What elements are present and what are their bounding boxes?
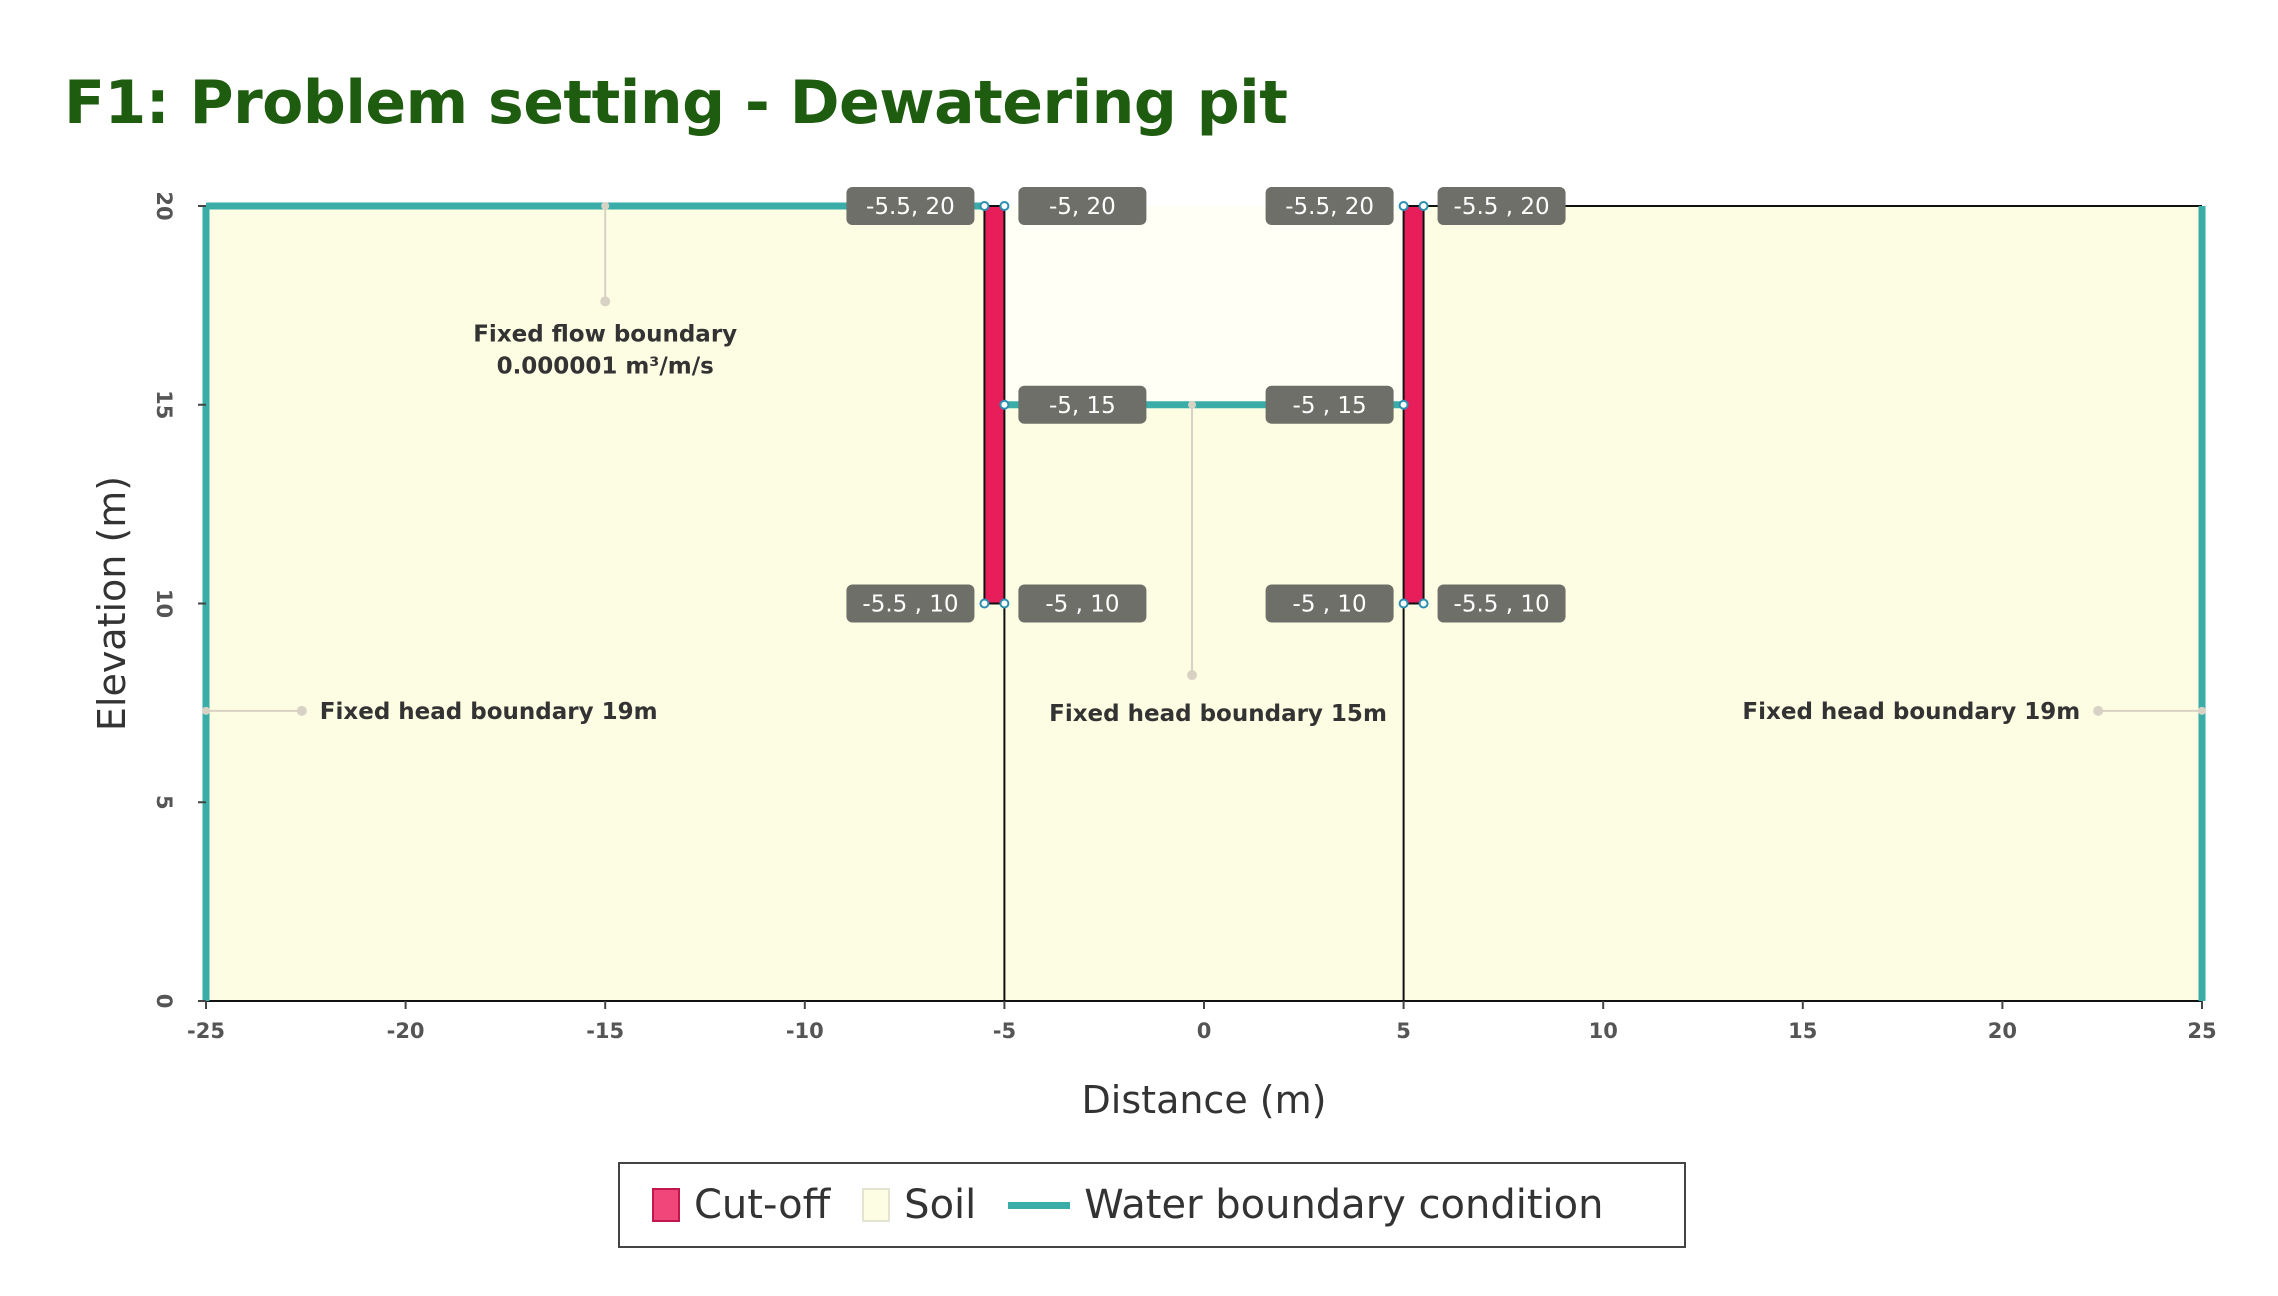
legend-item-soil: Soil xyxy=(862,1182,976,1228)
legend-label-water: Water boundary condition xyxy=(1084,1182,1604,1228)
legend-item-cutoff: Cut-off xyxy=(652,1182,830,1228)
coordinate-labels: -5.5, 20 -5, 20 -5, 15 -5.5 , 10 -5 , 10 -5.5… xyxy=(846,187,1566,623)
annotation-anchor-3 xyxy=(2198,706,2206,715)
coordinate-label-box-0 xyxy=(846,187,975,225)
coordinate-label-2: -5, 15 xyxy=(1049,393,1116,419)
annotation-dot-1 xyxy=(296,705,307,716)
coordinate-label-box-2 xyxy=(1018,385,1147,424)
x-tick-label-0: 0 xyxy=(1197,1019,1212,1043)
cutoffs xyxy=(983,205,1425,605)
annotation-anchor-2 xyxy=(1188,400,1197,409)
annotation-text-3-0: Fixed head boundary 19m xyxy=(1742,699,2080,725)
annotation-text-0-0: Fixed flow boundary xyxy=(473,321,737,347)
annotation-dot-3 xyxy=(2093,705,2104,716)
x-tick-label--5: -5 xyxy=(993,1019,1016,1043)
legend-swatch-cutoff xyxy=(652,1188,680,1222)
x-tick-label--20: -20 xyxy=(387,1019,425,1043)
annotation-text-2-0: Fixed head boundary 15m xyxy=(1049,701,1387,727)
coordinate-vertex-9 xyxy=(1418,598,1429,609)
x-tick-label-15: 15 xyxy=(1788,1019,1817,1043)
y-tick-label-15: 15 xyxy=(152,390,176,419)
coordinate-label-box-3 xyxy=(846,584,975,623)
coordinate-label-6: -5.5 , 20 xyxy=(1454,194,1550,220)
coordinate-label-5: -5.5, 20 xyxy=(1285,194,1374,220)
chart-title: F1: Problem setting - Dewatering pit xyxy=(64,68,1288,138)
coordinate-label-3: -5.5 , 10 xyxy=(862,592,958,618)
coordinate-label-8: -5 , 10 xyxy=(1293,592,1367,618)
annotation-text-1-0: Fixed head boundary 19m xyxy=(320,699,658,725)
coordinate-label-box-1 xyxy=(1018,187,1147,225)
axes: -25 -20 -15 -10 -5 0 5 10 15 20 25 0 5 10 15 20 Distance… xyxy=(90,191,2217,1122)
coordinate-label-9: -5.5 , 10 xyxy=(1454,592,1550,618)
coordinate-label-box-6 xyxy=(1437,187,1566,225)
x-tick-label-5: 5 xyxy=(1396,1019,1411,1043)
coordinate-label-0: -5.5, 20 xyxy=(866,194,955,220)
coordinate-label-box-9 xyxy=(1437,584,1566,623)
soil-region-pit-soil-below xyxy=(1004,404,1404,1001)
coordinate-label-7: -5 , 15 xyxy=(1293,393,1367,419)
coordinate-label-box-7 xyxy=(1265,385,1394,424)
legend: Cut-off Soil Water boundary condition xyxy=(618,1162,1686,1248)
coordinate-label-4: -5 , 10 xyxy=(1045,592,1119,618)
legend-swatch-soil xyxy=(862,1188,891,1222)
coordinate-label-box-5 xyxy=(1265,187,1394,225)
coordinate-vertex-3 xyxy=(979,598,990,609)
legend-label-soil: Soil xyxy=(904,1182,977,1228)
annotation-anchor-1 xyxy=(202,706,210,715)
coordinate-vertex-1 xyxy=(999,201,1010,211)
coordinate-vertex-2 xyxy=(999,399,1010,410)
y-tick-label-10: 10 xyxy=(152,589,176,618)
x-tick-label-10: 10 xyxy=(1589,1019,1618,1043)
coordinate-vertex-6 xyxy=(1418,201,1429,211)
coordinate-vertex-4 xyxy=(999,598,1010,609)
legend-label-cutoff: Cut-off xyxy=(694,1182,831,1228)
annotation-anchor-0 xyxy=(601,202,610,210)
coordinate-vertex-5 xyxy=(1398,201,1409,211)
annotation-dot-2 xyxy=(1187,670,1198,681)
x-tick-label-20: 20 xyxy=(1988,1019,2017,1043)
coordinate-vertex-7 xyxy=(1398,399,1409,410)
y-tick-label-20: 20 xyxy=(152,191,176,220)
coordinate-vertex-8 xyxy=(1398,598,1409,609)
x-tick-label-25: 25 xyxy=(2187,1019,2216,1043)
x-axis-label: Distance (m) xyxy=(1082,1078,1327,1122)
coordinate-vertex-0 xyxy=(979,201,990,211)
annotation-text-0-1: 0.000001 m³/m/s xyxy=(497,353,714,379)
annotation-dot-0 xyxy=(600,296,611,307)
annotations: Fixed flow boundary 0.000001 m³/m/s Fixed … xyxy=(202,202,2206,727)
coordinate-label-1: -5, 20 xyxy=(1049,194,1116,220)
coordinate-label-box-4 xyxy=(1018,584,1147,623)
soil-region-pit-excavated xyxy=(1004,206,1404,405)
x-tick-label--10: -10 xyxy=(786,1019,824,1043)
coordinate-label-box-8 xyxy=(1265,584,1394,623)
y-axis-label: Elevation (m) xyxy=(90,476,134,731)
y-tick-label-0: 0 xyxy=(152,994,176,1009)
legend-item-water: Water boundary condition xyxy=(1008,1182,1603,1228)
y-tick-label-5: 5 xyxy=(152,795,176,810)
x-tick-label--25: -25 xyxy=(187,1019,225,1043)
legend-line-water xyxy=(1008,1201,1071,1209)
x-tick-label--15: -15 xyxy=(586,1019,624,1043)
